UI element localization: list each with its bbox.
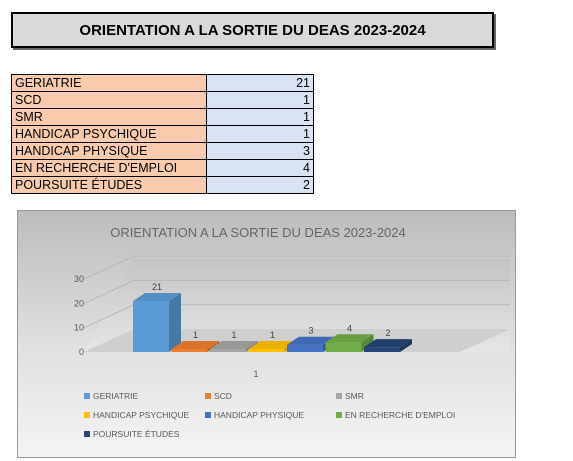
data-label: 1 bbox=[231, 330, 236, 340]
row-label: EN RECHERCHE D'EMPLOI bbox=[11, 159, 207, 177]
data-label: 21 bbox=[152, 282, 162, 292]
legend-swatch bbox=[336, 393, 342, 399]
legend-swatch bbox=[336, 412, 342, 418]
row-value: 2 bbox=[206, 176, 314, 194]
legend-swatch bbox=[84, 393, 90, 399]
table-row: SCD 1 bbox=[11, 91, 314, 109]
y-tick-label: 20 bbox=[74, 298, 84, 308]
legend-label: EN RECHERCHE D'EMPLOI bbox=[345, 410, 455, 420]
data-label: 1 bbox=[270, 330, 275, 340]
bar bbox=[133, 292, 181, 352]
row-label: GERIATRIE bbox=[11, 74, 207, 92]
legend-swatch bbox=[205, 412, 211, 418]
legend-label: HANDICAP PHYSIQUE bbox=[214, 410, 304, 420]
legend-swatch bbox=[205, 393, 211, 399]
row-label: HANDICAP PHYSIQUE bbox=[11, 142, 207, 160]
legend-item: SMR bbox=[336, 391, 364, 401]
gridline bbox=[83, 279, 510, 304]
bar bbox=[364, 339, 412, 352]
y-tick-label: 30 bbox=[74, 274, 84, 284]
table-row: HANDICAP PSYCHIQUE 1 bbox=[11, 125, 314, 143]
row-value: 3 bbox=[206, 142, 314, 160]
data-label: 2 bbox=[385, 328, 390, 338]
data-label: 1 bbox=[193, 330, 198, 340]
legend-item: HANDICAP PHYSIQUE bbox=[205, 410, 304, 420]
legend-swatch bbox=[84, 431, 90, 437]
bar-chart: ORIENTATION A LA SORTIE DU DEAS 2023-202… bbox=[18, 211, 515, 457]
legend-label: GERIATRIE bbox=[93, 391, 139, 401]
row-label: POURSUITE ÉTUDES bbox=[11, 176, 207, 194]
data-label: 3 bbox=[308, 326, 313, 336]
legend-item: EN RECHERCHE D'EMPLOI bbox=[336, 410, 455, 420]
data-table: GERIATRIE 21 SCD 1 SMR 1 HANDICAP PSYCHIQUE 1 HA… bbox=[11, 74, 314, 194]
legend-label: POURSUITE ÉTUDES bbox=[93, 429, 180, 439]
row-label: SCD bbox=[11, 91, 207, 109]
row-value: 21 bbox=[206, 74, 314, 92]
gridline bbox=[83, 255, 510, 280]
x-tick-label: 1 bbox=[253, 369, 258, 379]
y-tick-label: 0 bbox=[79, 347, 84, 357]
table-row: EN RECHERCHE D'EMPLOI 4 bbox=[11, 159, 314, 177]
row-value: 1 bbox=[206, 91, 314, 109]
legend-item: SCD bbox=[205, 391, 232, 401]
table-row: SMR 1 bbox=[11, 108, 314, 126]
chart-container: ORIENTATION A LA SORTIE DU DEAS 2023-202… bbox=[17, 210, 516, 458]
row-value: 4 bbox=[206, 159, 314, 177]
row-value: 1 bbox=[206, 125, 314, 143]
page-title: ORIENTATION A LA SORTIE DU DEAS 2023-202… bbox=[11, 12, 494, 48]
legend-item: GERIATRIE bbox=[84, 391, 139, 401]
legend-item: HANDICAP PSYCHIQUE bbox=[84, 410, 190, 420]
chart-back-wall bbox=[84, 259, 510, 352]
table-row: HANDICAP PHYSIQUE 3 bbox=[11, 142, 314, 160]
table-row: GERIATRIE 21 bbox=[11, 74, 314, 92]
y-tick-label: 10 bbox=[74, 323, 84, 333]
row-value: 1 bbox=[206, 108, 314, 126]
legend-label: HANDICAP PSYCHIQUE bbox=[93, 410, 190, 420]
legend-label: SCD bbox=[214, 391, 232, 401]
table-row: POURSUITE ÉTUDES 2 bbox=[11, 176, 314, 194]
chart-title: ORIENTATION A LA SORTIE DU DEAS 2023-202… bbox=[110, 225, 406, 240]
data-label: 4 bbox=[347, 323, 352, 333]
legend-swatch bbox=[84, 412, 90, 418]
legend-item: POURSUITE ÉTUDES bbox=[84, 429, 180, 439]
row-label: HANDICAP PSYCHIQUE bbox=[11, 125, 207, 143]
row-label: SMR bbox=[11, 108, 207, 126]
legend-label: SMR bbox=[345, 391, 364, 401]
